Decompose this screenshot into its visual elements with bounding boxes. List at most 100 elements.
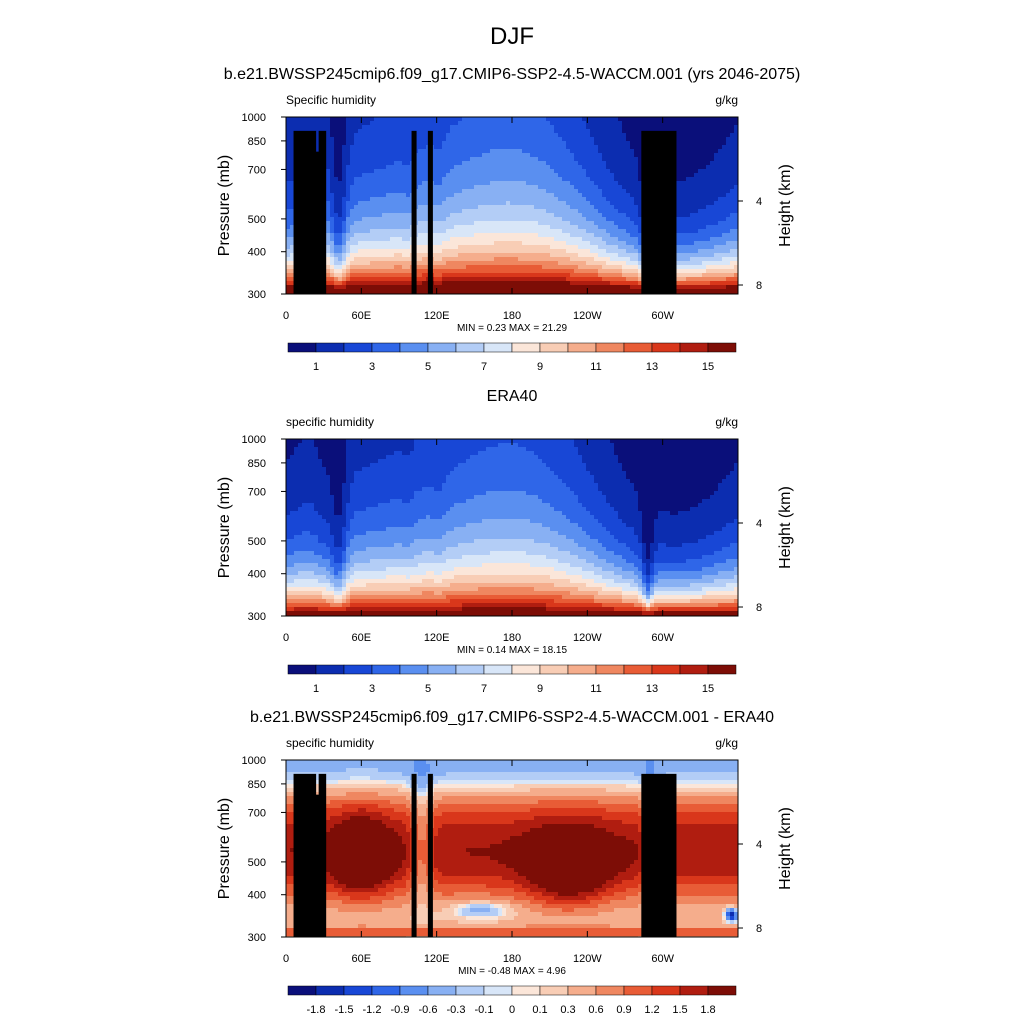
topography-block (641, 773, 677, 937)
variable-label: specific humidity (286, 415, 374, 429)
x-tick-label: 120W (573, 953, 602, 965)
x-tick-label: 120E (424, 953, 450, 965)
colorbar-label: 15 (702, 361, 714, 373)
colorbar-swatch (371, 664, 401, 675)
x-tick-label: 180 (503, 632, 521, 644)
panel-title: b.e21.BWSSP245cmip6.f09_g17.CMIP6-SSP2-4… (250, 709, 774, 726)
colorbar-swatch (483, 342, 513, 353)
colorbar-swatch (595, 985, 625, 996)
colorbar-label: 7 (481, 683, 487, 695)
y-tick-label: 500 (248, 214, 266, 226)
colorbar-label: 0.9 (616, 1004, 631, 1016)
y2-axis-label: Height (km) (777, 486, 794, 569)
topography-block (293, 130, 317, 294)
x-tick-label: 60E (352, 310, 372, 322)
y-axis-label: Pressure (mb) (216, 155, 233, 256)
colorbar-swatch (455, 342, 485, 353)
chart-panel: 300 400 500 700 850 1000 Pressure (mb) 8 4 Height… (216, 736, 794, 1016)
y2-tick-label: 8 (756, 280, 762, 292)
y-tick-label: 300 (248, 611, 266, 623)
min-max-stats: MIN = 0.23 MAX = 21.29 (457, 323, 567, 334)
topography-block (427, 773, 433, 937)
colorbar-label: -1.5 (335, 1004, 354, 1016)
colorbar-label: 9 (537, 683, 543, 695)
topography-block (314, 151, 320, 294)
colorbar-swatch (539, 342, 569, 353)
colorbar-swatch (371, 985, 401, 996)
y-axis-label: Pressure (mb) (216, 798, 233, 899)
colorbar-swatch (315, 985, 345, 996)
y-tick-label: 400 (248, 890, 266, 902)
contour-fill (286, 439, 738, 616)
x-tick-label: 180 (503, 310, 521, 322)
colorbar: 1 3 5 7 9 11 13 15 (287, 342, 737, 373)
colorbar-swatch (707, 664, 737, 675)
colorbar-label: 5 (425, 683, 431, 695)
colorbar-label: 1.8 (700, 1004, 715, 1016)
x-tick-label: 60W (651, 310, 674, 322)
y-tick-label: 300 (248, 932, 266, 944)
colorbar-swatch (427, 664, 457, 675)
colorbar-swatch (539, 985, 569, 996)
colorbar-swatch (315, 342, 345, 353)
figure-subtitle: b.e21.BWSSP245cmip6.f09_g17.CMIP6-SSP2-4… (224, 66, 801, 83)
colorbar-label: 1.5 (672, 1004, 687, 1016)
colorbar-swatch (427, 342, 457, 353)
colorbar-label: 0 (509, 1004, 515, 1016)
colorbar-label: 11 (590, 361, 601, 373)
colorbar-swatch (539, 664, 569, 675)
colorbar-swatch (455, 985, 485, 996)
min-max-stats: MIN = 0.14 MAX = 18.15 (457, 645, 567, 656)
topography-block (314, 794, 320, 937)
colorbar-label: 13 (646, 361, 658, 373)
colorbar-label: 1.2 (644, 1004, 659, 1016)
colorbar-swatch (287, 664, 317, 675)
colorbar-label: 3 (369, 683, 375, 695)
colorbar-swatch (567, 342, 597, 353)
y-tick-label: 1000 (242, 434, 266, 446)
colorbar-swatch (455, 664, 485, 675)
colorbar-swatch (371, 342, 401, 353)
x-tick-label: 120E (424, 310, 450, 322)
colorbar-swatch (483, 985, 513, 996)
figure-title: DJF (490, 23, 534, 50)
topography-block (411, 130, 417, 294)
y2-axis-label: Height (km) (777, 807, 794, 890)
colorbar-label: 1 (313, 361, 319, 373)
variable-label: Specific humidity (286, 93, 376, 107)
x-tick-label: 60E (352, 632, 372, 644)
colorbar-label: -1.8 (307, 1004, 326, 1016)
units-label: g/kg (715, 736, 738, 750)
y-tick-label: 1000 (242, 755, 266, 767)
x-tick-label: 0 (283, 310, 289, 322)
topography-block (411, 773, 417, 937)
y-tick-label: 850 (248, 779, 266, 791)
colorbar-swatch (707, 342, 737, 353)
colorbar-swatch (315, 664, 345, 675)
colorbar-label: -1.2 (363, 1004, 382, 1016)
colorbar-swatch (483, 664, 513, 675)
colorbar-label: 9 (537, 361, 543, 373)
colorbar-swatch (623, 985, 653, 996)
colorbar-swatch (679, 342, 709, 353)
topography-block (293, 773, 317, 937)
colorbar-label: -0.1 (475, 1004, 494, 1016)
colorbar-swatch (399, 342, 429, 353)
variable-label: specific humidity (286, 736, 374, 750)
y2-tick-label: 4 (756, 518, 762, 530)
colorbar-swatch (511, 985, 541, 996)
colorbar-label: 0.1 (532, 1004, 547, 1016)
min-max-stats: MIN = -0.48 MAX = 4.96 (458, 966, 566, 977)
x-tick-label: 0 (283, 953, 289, 965)
y-tick-label: 500 (248, 536, 266, 548)
colorbar-swatch (651, 342, 681, 353)
colorbar-swatch (595, 342, 625, 353)
colorbar-swatch (287, 342, 317, 353)
y-tick-label: 1000 (242, 112, 266, 124)
y-tick-label: 500 (248, 857, 266, 869)
x-tick-label: 0 (283, 632, 289, 644)
topography-block (427, 130, 433, 294)
panel-title: ERA40 (487, 388, 538, 405)
units-label: g/kg (715, 93, 738, 107)
y-tick-label: 400 (248, 247, 266, 259)
